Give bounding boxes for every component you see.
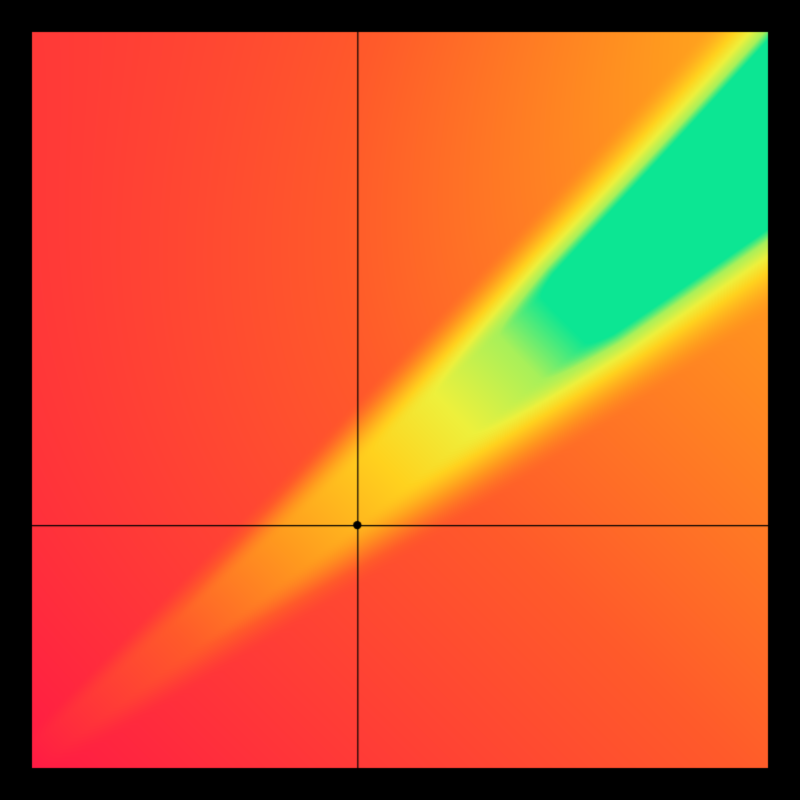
watermark-label: TheBottleneck.com <box>575 4 786 30</box>
heatmap-canvas <box>0 0 800 800</box>
